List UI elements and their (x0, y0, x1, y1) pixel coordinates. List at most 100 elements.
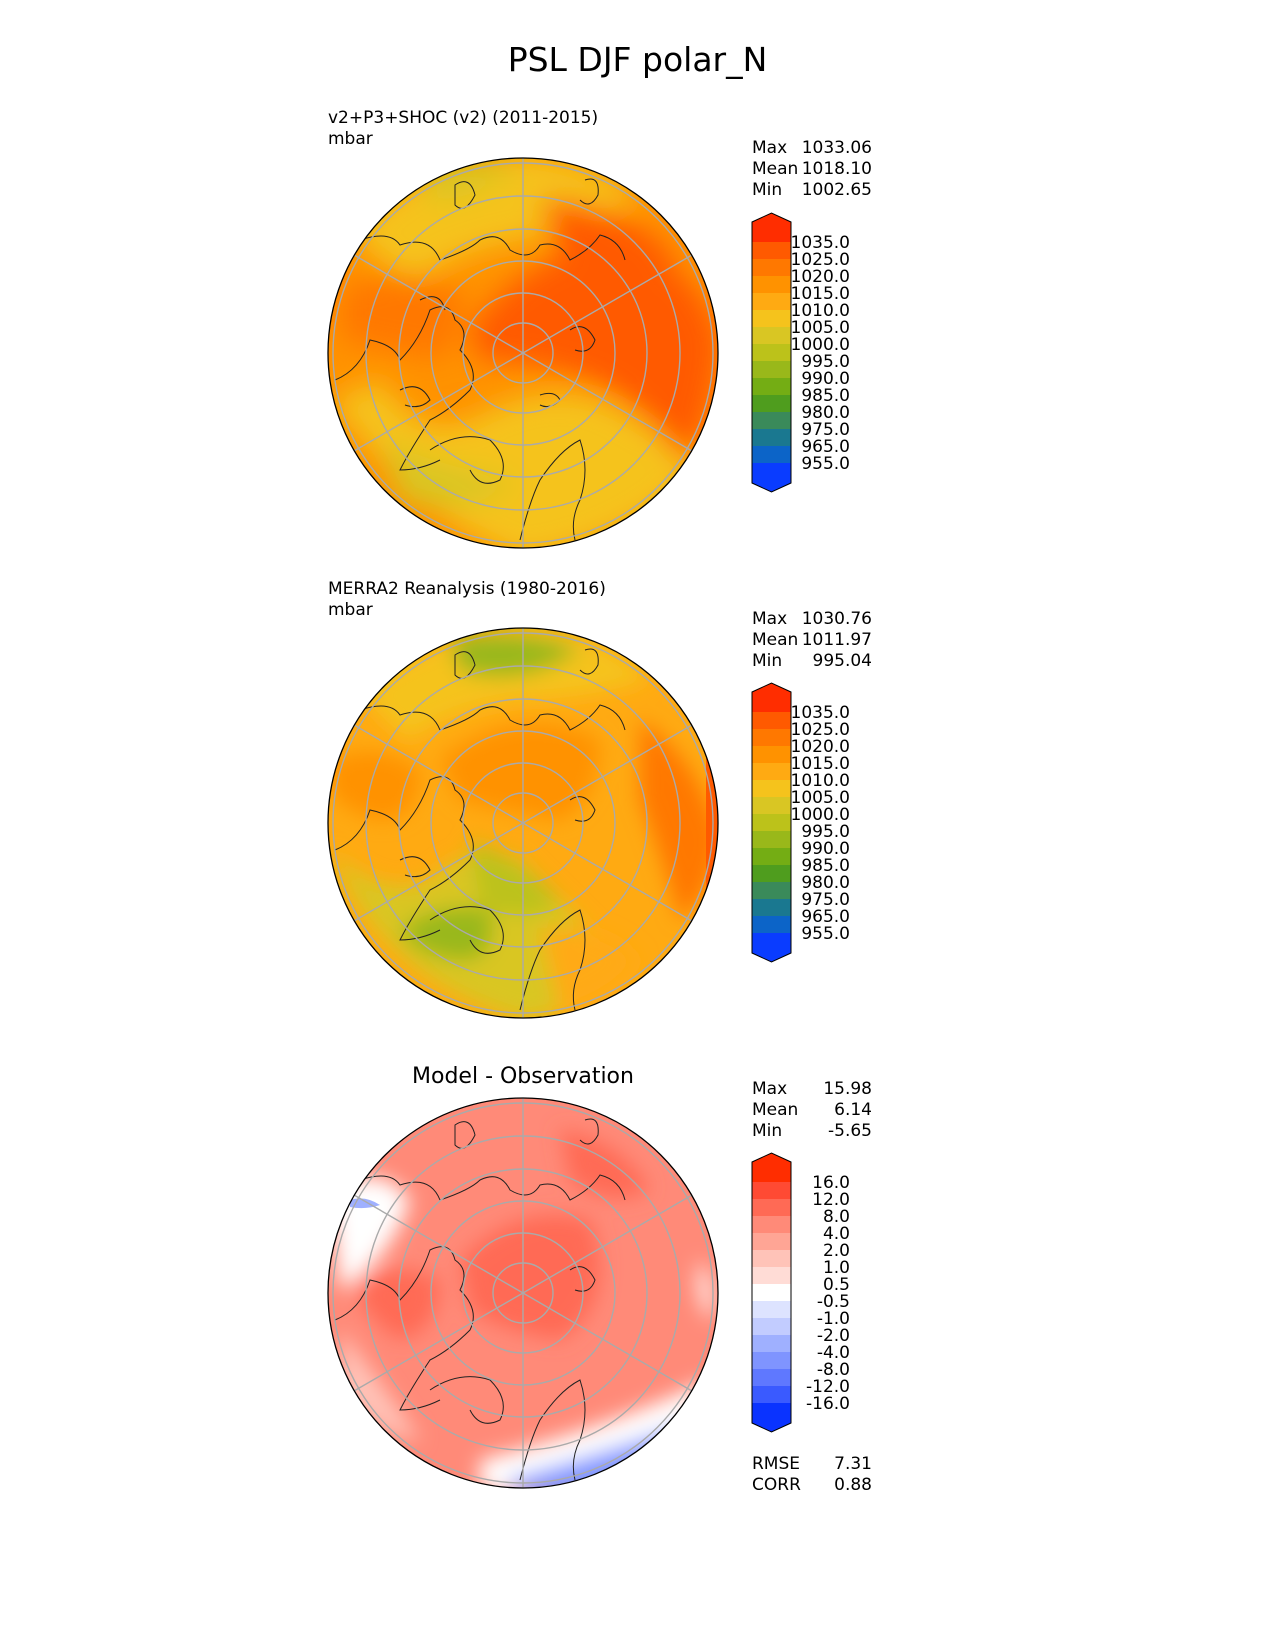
colorbar-tick-label: 975.0 (801, 420, 850, 440)
panel-2-units: mbar (328, 600, 373, 620)
colorbar-cell (752, 1250, 791, 1268)
colorbar-cell (752, 746, 791, 764)
panel-3-colorbar: 16.012.08.04.02.01.00.5-0.5-1.0-2.0-4.0-… (751, 1152, 850, 1433)
colorbar-cell (752, 865, 791, 883)
panel-2-min-label: Min (752, 651, 783, 671)
panel-1-units: mbar (328, 129, 373, 149)
panel-2-colorbar: 1035.01025.01020.01015.01010.01005.01000… (751, 682, 850, 963)
panel-2-mean-label: Mean (752, 630, 799, 650)
panel-2-field-green-north (450, 634, 580, 677)
colorbar-cell (752, 1386, 791, 1404)
panel-1-max-label: Max (752, 138, 788, 158)
colorbar-tick-label: 1000.0 (791, 805, 850, 825)
panel-3-title: Model - Observation (412, 1064, 634, 1089)
panel-2-map-border (327, 627, 719, 1019)
colorbar-tick-label: 975.0 (801, 890, 850, 910)
colorbar-extend-bottom (752, 933, 791, 962)
colorbar-tick-label: 955.0 (801, 924, 850, 944)
panel-3-mean-label: Mean (752, 1100, 799, 1120)
panel-2-mean-value: 1011.97 (801, 630, 872, 650)
colorbar-tick-label: 1025.0 (791, 250, 850, 270)
panel-3-coastlines (334, 1118, 626, 1481)
colorbar-outline (751, 682, 792, 963)
colorbar-tick-label: 990.0 (801, 369, 850, 389)
colorbar-tick-label: 965.0 (801, 437, 850, 457)
panel-3-graticule (332, 1098, 714, 1488)
panel-2-graticule (332, 628, 714, 1018)
colorbar-tick-label: 1015.0 (791, 754, 850, 774)
panel-1-max-value: 1033.06 (801, 138, 872, 158)
panel-1-field-yellow-green (380, 440, 520, 507)
panel-2-map (327, 627, 719, 1019)
colorbar-tick-label: -1.0 (817, 1309, 850, 1329)
panel-3-map-border (327, 1097, 719, 1489)
colorbar-cell (752, 1267, 791, 1285)
colorbar-tick-label: 0.5 (823, 1275, 850, 1295)
panel-3-field-white-east (698, 1260, 713, 1320)
colorbar-tick-label: 8.0 (823, 1207, 850, 1227)
colorbar-tick-label: -4.0 (817, 1343, 850, 1363)
panel-2-field-orange-central (440, 724, 600, 820)
colorbar-tick-label: 965.0 (801, 907, 850, 927)
panel-3-max-value: 15.98 (823, 1079, 872, 1099)
colorbar-cell (752, 1369, 791, 1387)
colorbar-cell (752, 327, 791, 345)
colorbar-tick-label: 995.0 (801, 352, 850, 372)
colorbar-cell (752, 1284, 791, 1302)
colorbar-cell (752, 797, 791, 815)
colorbar-tick-label: 1035.0 (791, 703, 850, 723)
colorbar-cell (752, 899, 791, 917)
colorbar-tick-label: 1010.0 (791, 771, 850, 791)
colorbar-cell (752, 882, 791, 900)
colorbar-cell (752, 831, 791, 849)
panel-2-title: MERRA2 Reanalysis (1980-2016) (328, 579, 606, 599)
colorbar-tick-label: 12.0 (812, 1190, 850, 1210)
panel-2-min-value: 995.04 (812, 651, 872, 671)
panel-3-map (327, 1097, 719, 1489)
colorbar-cell (752, 1199, 791, 1217)
colorbar-tick-label: 1005.0 (791, 788, 850, 808)
panel-3-field-pale-southwest (340, 1330, 420, 1440)
colorbar-cell (752, 446, 791, 464)
panel-1-coastlines (334, 178, 626, 541)
panel-1-graticule (332, 158, 714, 548)
panel-2-max-value: 1030.76 (801, 609, 872, 629)
colorbar-tick-label: 1015.0 (791, 284, 850, 304)
panel-1-field-high-east (470, 240, 718, 460)
colorbar-tick-label: 980.0 (801, 403, 850, 423)
colorbar-cell (752, 1216, 791, 1234)
colorbar-cell (752, 1233, 791, 1251)
panel-1-colorbar: 1035.01025.01020.01015.01010.01005.01000… (751, 212, 850, 493)
panel-3-max-label: Max (752, 1079, 788, 1099)
colorbar-extend-bottom (752, 1403, 791, 1432)
colorbar-cell (752, 1301, 791, 1319)
panel-1-min-label: Min (752, 180, 783, 200)
colorbar-tick-label: 1005.0 (791, 318, 850, 338)
colorbar-tick-label: 16.0 (812, 1173, 850, 1193)
colorbar-tick-label: 4.0 (823, 1224, 850, 1244)
colorbar-tick-label: 980.0 (801, 873, 850, 893)
colorbar-tick-label: -0.5 (817, 1292, 850, 1312)
colorbar-cell (752, 259, 791, 277)
colorbar-tick-label: 1000.0 (791, 335, 850, 355)
colorbar-tick-label: 1020.0 (791, 737, 850, 757)
colorbar-tick-label: 955.0 (801, 454, 850, 474)
colorbar-cell (752, 310, 791, 328)
colorbar-tick-label: 1025.0 (791, 720, 850, 740)
colorbar-cell (752, 1318, 791, 1336)
panel-2-max-label: Max (752, 609, 788, 629)
panel-3-min-label: Min (752, 1121, 783, 1141)
colorbar-cell (752, 378, 791, 396)
panel-2-coastlines (334, 648, 626, 1011)
panel-1-map-border (327, 157, 719, 549)
colorbar-tick-label: 1020.0 (791, 267, 850, 287)
colorbar-cell (752, 276, 791, 294)
colorbar-tick-label: -2.0 (817, 1326, 850, 1346)
panel-3-corr-value: 0.88 (834, 1475, 872, 1495)
colorbar-tick-label: -16.0 (806, 1394, 850, 1414)
colorbar-cell (752, 1352, 791, 1370)
colorbar-tick-label: 995.0 (801, 822, 850, 842)
colorbar-cell (752, 429, 791, 447)
colorbar-tick-label: 1035.0 (791, 233, 850, 253)
